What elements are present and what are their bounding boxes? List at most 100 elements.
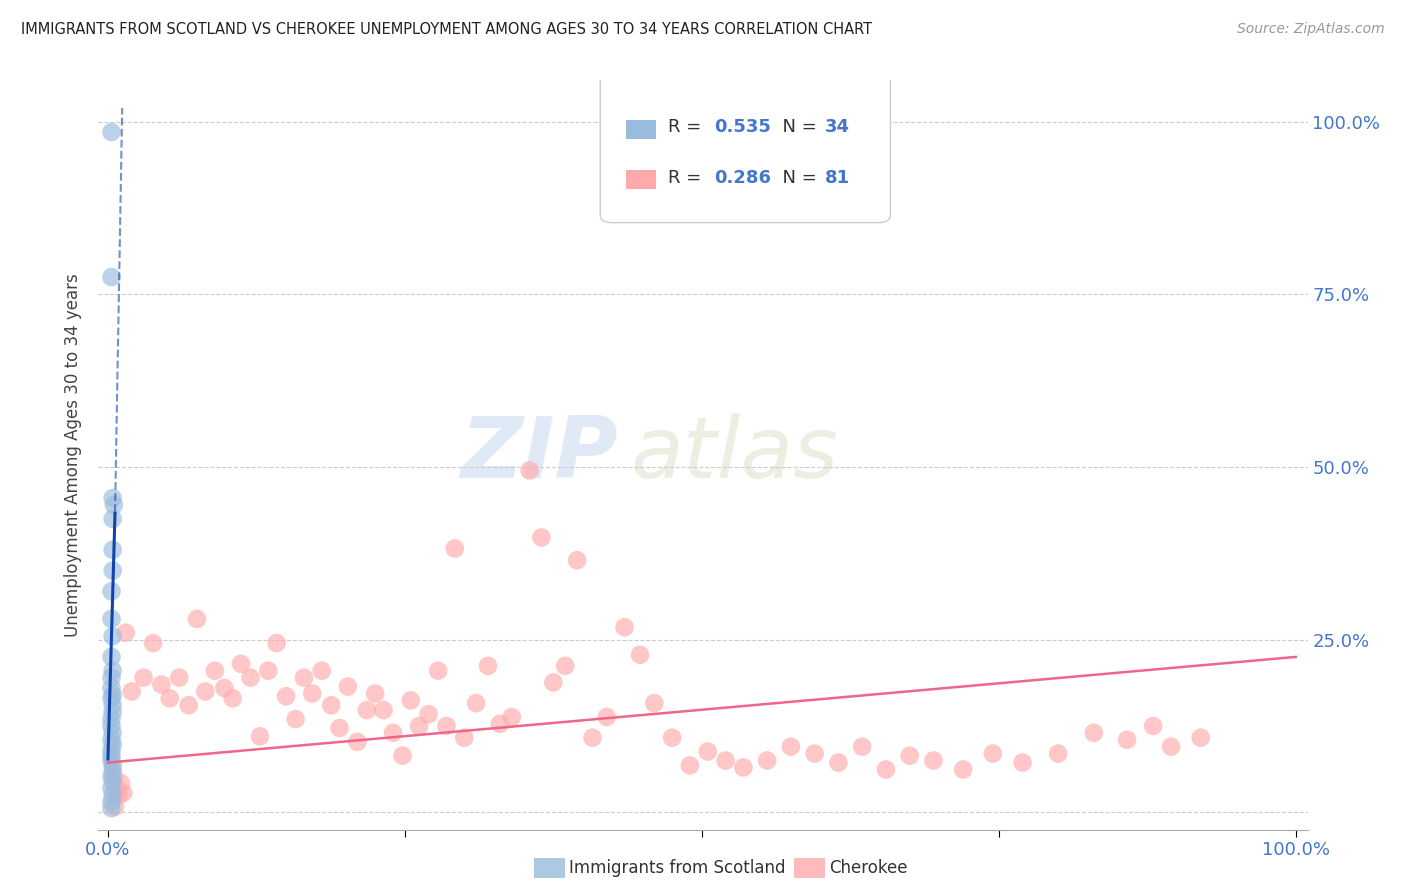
FancyBboxPatch shape bbox=[600, 73, 890, 223]
Point bbox=[101, 512, 124, 526]
Point bbox=[346, 735, 368, 749]
Point bbox=[399, 693, 422, 707]
Point bbox=[132, 671, 155, 685]
Point bbox=[100, 801, 122, 815]
FancyBboxPatch shape bbox=[626, 120, 655, 139]
Point bbox=[643, 696, 665, 710]
Point bbox=[101, 738, 124, 752]
Point bbox=[142, 636, 165, 650]
Point bbox=[661, 731, 683, 745]
Point bbox=[696, 745, 718, 759]
Point bbox=[101, 774, 124, 789]
Point bbox=[292, 671, 315, 685]
Point bbox=[981, 747, 1004, 761]
Text: Cherokee: Cherokee bbox=[830, 859, 908, 877]
Point bbox=[613, 620, 636, 634]
Point bbox=[100, 754, 122, 768]
Point bbox=[519, 463, 541, 477]
Text: R =: R = bbox=[668, 119, 707, 136]
Text: atlas: atlas bbox=[630, 413, 838, 497]
Point bbox=[239, 671, 262, 685]
Point bbox=[100, 719, 122, 733]
Point bbox=[1116, 732, 1139, 747]
Point bbox=[194, 684, 217, 698]
Point bbox=[121, 684, 143, 698]
Point bbox=[204, 664, 226, 678]
Point bbox=[453, 731, 475, 745]
Point bbox=[101, 698, 124, 713]
Point bbox=[311, 664, 333, 678]
Point bbox=[167, 671, 190, 685]
Point bbox=[177, 698, 200, 713]
Point bbox=[364, 686, 387, 700]
Point bbox=[104, 799, 127, 814]
Text: Source: ZipAtlas.com: Source: ZipAtlas.com bbox=[1237, 22, 1385, 37]
Text: IMMIGRANTS FROM SCOTLAND VS CHEROKEE UNEMPLOYMENT AMONG AGES 30 TO 34 YEARS CORR: IMMIGRANTS FROM SCOTLAND VS CHEROKEE UNE… bbox=[21, 22, 872, 37]
Point bbox=[408, 719, 430, 733]
Point bbox=[101, 788, 124, 802]
Point bbox=[780, 739, 803, 754]
Point bbox=[477, 659, 499, 673]
Point bbox=[101, 491, 124, 505]
Point bbox=[266, 636, 288, 650]
Point bbox=[249, 729, 271, 743]
Point bbox=[336, 680, 359, 694]
Point bbox=[103, 498, 125, 512]
Point bbox=[898, 748, 921, 763]
Point bbox=[373, 703, 395, 717]
Point bbox=[803, 747, 825, 761]
Point bbox=[443, 541, 465, 556]
Point bbox=[714, 754, 737, 768]
Text: Immigrants from Scotland: Immigrants from Scotland bbox=[569, 859, 786, 877]
Point bbox=[100, 748, 122, 763]
Point bbox=[150, 677, 173, 691]
Point bbox=[1160, 739, 1182, 754]
Point bbox=[530, 531, 553, 545]
Point bbox=[1011, 756, 1033, 770]
Point bbox=[229, 657, 252, 671]
Point bbox=[101, 542, 124, 557]
Text: R =: R = bbox=[668, 169, 707, 186]
Point bbox=[100, 691, 122, 706]
Point bbox=[1083, 726, 1105, 740]
Y-axis label: Unemployment Among Ages 30 to 34 years: Unemployment Among Ages 30 to 34 years bbox=[65, 273, 83, 637]
Point bbox=[107, 788, 129, 802]
Point bbox=[1142, 719, 1164, 733]
Point bbox=[103, 769, 125, 783]
Point bbox=[952, 763, 974, 777]
Point bbox=[875, 763, 897, 777]
Point bbox=[628, 648, 651, 662]
Point bbox=[756, 754, 779, 768]
Point bbox=[274, 690, 297, 704]
Point bbox=[100, 743, 122, 757]
Point bbox=[101, 758, 124, 772]
Text: ZIP: ZIP bbox=[461, 413, 619, 497]
Point bbox=[101, 688, 124, 702]
Point bbox=[100, 732, 122, 747]
Point bbox=[679, 758, 702, 772]
Point bbox=[101, 726, 124, 740]
Point bbox=[427, 664, 450, 678]
Point bbox=[851, 739, 873, 754]
Point bbox=[1047, 747, 1070, 761]
Point bbox=[489, 717, 512, 731]
Point bbox=[114, 625, 136, 640]
Point bbox=[382, 726, 405, 740]
Point bbox=[100, 584, 122, 599]
Point bbox=[1189, 731, 1212, 745]
Point bbox=[112, 786, 135, 800]
Text: 34: 34 bbox=[825, 119, 851, 136]
Point bbox=[100, 795, 122, 809]
Text: 0.286: 0.286 bbox=[714, 169, 770, 186]
Point bbox=[436, 719, 458, 733]
Point bbox=[328, 721, 350, 735]
Point bbox=[100, 649, 122, 664]
Point bbox=[100, 671, 122, 685]
Point bbox=[101, 705, 124, 719]
Point bbox=[110, 776, 132, 790]
Point bbox=[257, 664, 280, 678]
Point bbox=[543, 675, 565, 690]
Point bbox=[100, 769, 122, 783]
Point bbox=[101, 764, 124, 778]
Point bbox=[186, 612, 208, 626]
